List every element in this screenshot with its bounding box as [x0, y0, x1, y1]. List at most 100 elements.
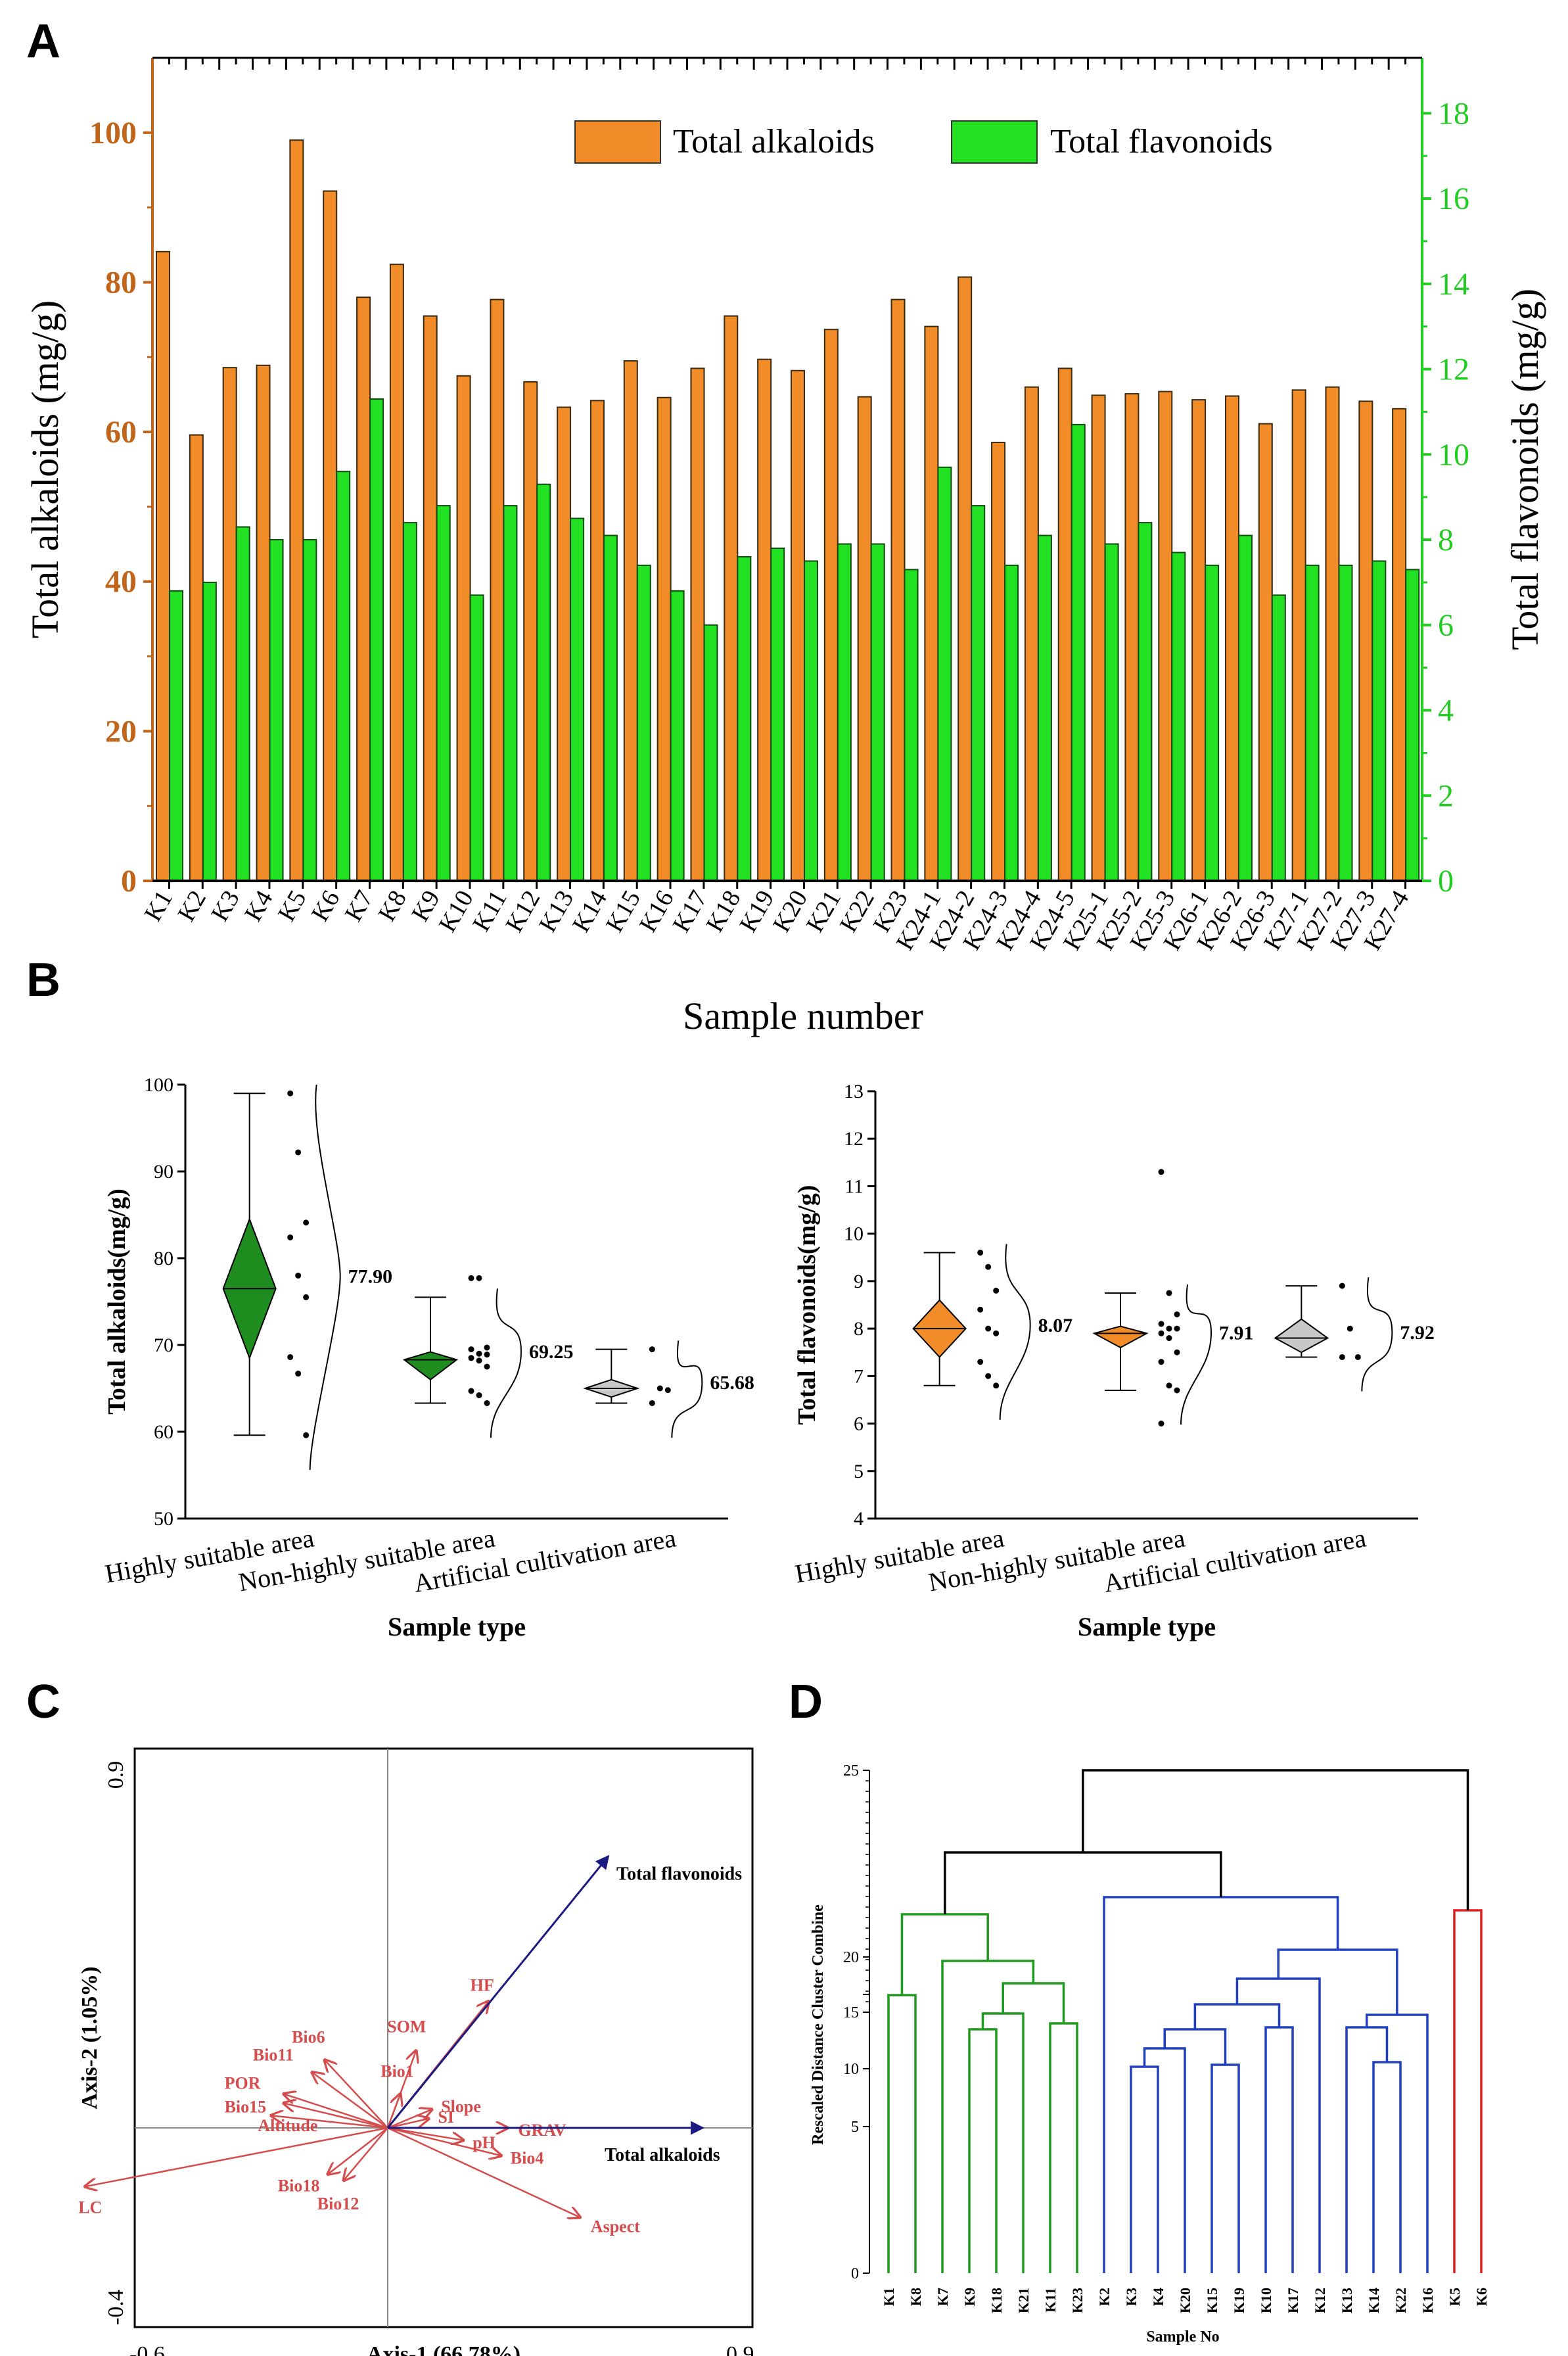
- x-tick-label-K13: K13: [534, 886, 579, 937]
- data-point: [1158, 1359, 1164, 1365]
- x-tick-label-K17: K17: [668, 886, 713, 937]
- data-point: [1158, 1421, 1164, 1427]
- vector-label-Bio4: Bio4: [511, 2148, 544, 2167]
- bar-flavonoids-K24-5: [1071, 423, 1086, 882]
- vector-label-Bio12: Bio12: [317, 2194, 359, 2213]
- box-diamond: [1092, 1325, 1149, 1349]
- data-point: [985, 1325, 992, 1332]
- bar-alkaloids-K18: [724, 315, 739, 882]
- legend-label-flavonoids: Total flavonoids: [1050, 123, 1273, 160]
- bar-alkaloids-K25-2: [1124, 393, 1140, 882]
- x-tick-label-K8: K8: [373, 886, 413, 926]
- vector-SI: [387, 2119, 428, 2129]
- bar-alkaloids-K22: [857, 396, 872, 882]
- x-tick-label-K11: K11: [467, 886, 512, 936]
- x-axis-title: Sample type: [388, 1612, 526, 1641]
- y-tick-label: 11: [844, 1175, 864, 1197]
- violin-curve: [999, 1244, 1031, 1420]
- branch-k7: [941, 1960, 1035, 2273]
- bar-alkaloids-K27-3: [1358, 400, 1373, 882]
- violin-curve: [309, 1084, 341, 1471]
- leaf-label-K16: K16: [1419, 2288, 1436, 2313]
- y-left-tick-label: 80: [105, 265, 137, 300]
- x-tick-label-K3: K3: [206, 886, 245, 926]
- data-point: [484, 1363, 490, 1370]
- y-tick-label: 100: [144, 1074, 173, 1096]
- branch-root: [1082, 1769, 1469, 1910]
- leaf-label-K17: K17: [1285, 2288, 1301, 2313]
- y-right-tick-label: 14: [1438, 267, 1469, 302]
- bar-alkaloids-K6: [323, 190, 338, 882]
- response-vector-0: [386, 1854, 610, 2129]
- leaf-label-K4: K4: [1150, 2288, 1166, 2306]
- data-point: [484, 1352, 490, 1358]
- bar-flavonoids-K5: [302, 539, 317, 882]
- data-point: [1158, 1321, 1164, 1327]
- leaf-label-K19: K19: [1231, 2288, 1247, 2313]
- vector-Bio1: [386, 2094, 400, 2129]
- bar-flavonoids-K19: [770, 548, 785, 882]
- branch-blue-c: [1277, 1948, 1398, 2015]
- bar-flavonoids-K10: [469, 594, 484, 882]
- chart-b-flavonoids: 4 5 6 7 8 9 10 11 12 13 Total flavonoids(mg/g) 8.07…: [793, 1081, 1435, 1641]
- violin-curve: [1180, 1284, 1212, 1425]
- box-diamond: [1274, 1318, 1329, 1354]
- bar-alkaloids-K27-1: [1291, 389, 1306, 882]
- x-tick-label-K4: K4: [239, 886, 279, 926]
- branch-k9-k18: [968, 2028, 998, 2273]
- data-point: [993, 1330, 1000, 1336]
- violin-curve: [1361, 1277, 1393, 1392]
- data-point: [468, 1388, 474, 1394]
- x-tick-label-K6: K6: [306, 886, 346, 926]
- leaf-label-K10: K10: [1258, 2288, 1274, 2313]
- y-tick-label: 70: [154, 1334, 173, 1356]
- data-point: [1158, 1169, 1164, 1175]
- leaf-label-K8: K8: [908, 2288, 924, 2306]
- leaf-label-K3: K3: [1123, 2288, 1140, 2306]
- leaf-label-K12: K12: [1312, 2288, 1328, 2313]
- vector-label-HF: HF: [471, 1975, 494, 1994]
- legend-swatch-alkaloids: [574, 120, 661, 164]
- data-point: [993, 1287, 1000, 1294]
- y-right-tick-label: 8: [1438, 523, 1454, 557]
- mean-label: 8.07: [1038, 1315, 1073, 1336]
- y-tick-label: 5: [854, 1461, 864, 1482]
- bar-flavonoids-K15: [636, 564, 651, 882]
- y-axis-title: Total flavonoids(mg/g): [793, 1185, 821, 1425]
- data-point: [1339, 1283, 1345, 1289]
- data-point: [1354, 1354, 1361, 1360]
- leaf-label-K11: K11: [1042, 2288, 1059, 2313]
- vector-POR: [284, 2094, 388, 2129]
- bar-alkaloids-K3: [222, 367, 237, 882]
- vector-Bio18: [328, 2127, 388, 2175]
- bar-flavonoids-K2: [202, 581, 217, 882]
- bar-flavonoids-K24-2: [971, 505, 986, 882]
- data-point: [1166, 1335, 1172, 1342]
- branch-k2: [1103, 1896, 1339, 2273]
- panel-label-d: D: [789, 1676, 823, 1728]
- y-tick-label: 50: [154, 1508, 173, 1530]
- data-point: [1166, 1382, 1172, 1389]
- x-tick-label-K21: K21: [801, 886, 846, 937]
- data-point: [295, 1272, 302, 1279]
- y-tick-label: 13: [844, 1081, 864, 1102]
- panel-label-a: A: [26, 15, 60, 68]
- y-right-axis-title: Total flavonoids (mg/g): [1504, 289, 1546, 650]
- bar-flavonoids-K20: [804, 560, 818, 882]
- bar-alkaloids-K19: [757, 358, 772, 882]
- bar-alkaloids-K20: [791, 369, 805, 882]
- y-left-axis-title: Total alkaloids (mg/g): [24, 300, 66, 639]
- y-tick-label: 5: [851, 2119, 859, 2136]
- y-right-tick-label: 0: [1438, 864, 1454, 899]
- branch-k9-k21: [981, 2012, 1025, 2273]
- bar-alkaloids-K9: [423, 315, 438, 882]
- branch-k20: [1143, 2047, 1186, 2273]
- bar-alkaloids-K26-2: [1224, 395, 1239, 882]
- bar-flavonoids-K9: [436, 505, 451, 882]
- branch-k14-k22: [1372, 2061, 1402, 2273]
- vector-label-Bio1: Bio1: [380, 2062, 414, 2081]
- legend-label-alkaloids: Total alkaloids: [673, 123, 875, 160]
- y-right-tick-label: 10: [1438, 437, 1469, 472]
- bar-flavonoids-K27-2: [1338, 564, 1353, 882]
